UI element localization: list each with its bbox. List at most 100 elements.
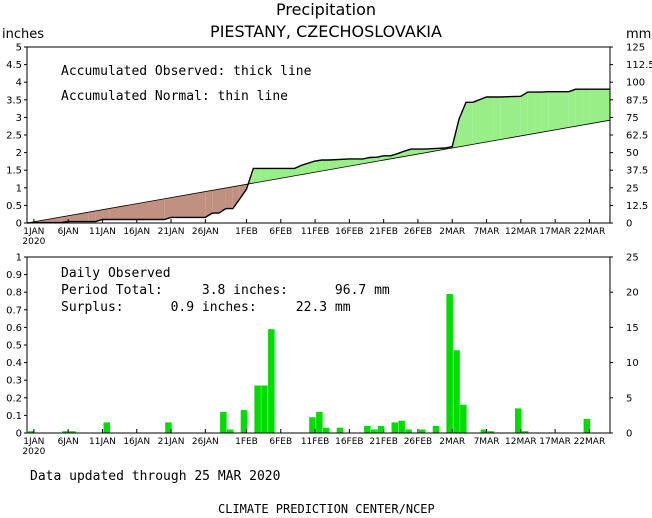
y2-tick-label: 10 (626, 358, 639, 369)
y-tick-label: 4.5 (6, 60, 22, 71)
x-tick-label: 12MAR (505, 437, 537, 447)
surplus-area (466, 102, 473, 146)
accumulated-fill-layer (27, 89, 610, 223)
surplus-area (541, 91, 549, 133)
y2-tick-label: 87.5 (626, 95, 648, 106)
daily-bar (69, 431, 76, 433)
y2-tick-label: 12.5 (626, 201, 648, 212)
y-tick-label: 0 (16, 219, 22, 230)
y-tick-label: 2.5 (6, 131, 22, 142)
y2-tick-label: 5 (626, 393, 632, 404)
deficit-area (198, 191, 206, 218)
x-tick-label: 6FEB (269, 227, 292, 237)
daily-bar (480, 429, 488, 433)
deficit-area (40, 219, 48, 223)
x-tick-label: 22MAR (574, 437, 606, 447)
x-tick-label: 12MAR (505, 227, 537, 237)
daily-bar (460, 404, 467, 433)
y-tick-label: 1 (16, 253, 22, 264)
deficit-area (75, 212, 89, 222)
surplus-area (493, 97, 501, 141)
chart-title: Precipitation (276, 0, 376, 19)
top-y2-axis: 0 12.5 25 37.5 50 62.5 75 87.5 100 112.5 125 (610, 43, 652, 230)
daily-bar (309, 417, 316, 433)
x-year-label: 2020 (22, 447, 45, 457)
x-tick-label: 11JAN (89, 227, 116, 237)
surplus-area (500, 96, 521, 140)
deficit-area (171, 192, 199, 218)
daily-bar (453, 350, 460, 433)
deficit-area (95, 209, 103, 222)
y2-tick-label: 75 (626, 113, 639, 124)
y-tick-label: 0.3 (6, 376, 22, 387)
y-tick-label: 0.1 (6, 411, 22, 422)
accumulated-normal-line (26, 119, 611, 224)
surplus-area (589, 89, 610, 124)
x-tick-label: 21FEB (369, 227, 398, 237)
y2-tick-label: 37.5 (626, 166, 648, 177)
accumulated-observed-line (26, 88, 610, 224)
y-tick-label: 3 (16, 113, 22, 124)
daily-bar (28, 431, 35, 433)
deficit-area (205, 190, 213, 218)
x-tick-label: 16JAN (123, 437, 150, 447)
x-tick-label: 11FEB (301, 227, 330, 237)
y2-tick-label: 15 (626, 323, 639, 334)
daily-bar (268, 329, 275, 433)
surplus-area (534, 92, 542, 134)
bottom-y2-axis: 0 5 10 15 20 25 (610, 253, 639, 440)
accumulated-lines-layer (26, 88, 611, 224)
daily-bar (583, 418, 591, 433)
station-name: PIESTANY, CZECHOSLOVAKIA (210, 22, 442, 41)
y-tick-label: 0.9 (6, 270, 22, 281)
surplus-area (356, 158, 364, 165)
credit-line: CLIMATE PREDICTION CENTER/NCEP (218, 502, 435, 516)
surplus-area (321, 160, 329, 171)
surplus-area (568, 89, 576, 128)
deficit-area (219, 187, 226, 214)
deficit-area (232, 185, 240, 209)
y2-tick-label: 100 (626, 78, 645, 89)
legend-observed: Accumulated Observed: thick line (61, 64, 312, 79)
surplus-label: Surplus: 0.9 inches: 22.3 mm (61, 300, 351, 315)
daily-observed-label: Daily Observed (61, 266, 171, 281)
daily-bar (254, 385, 261, 433)
daily-bar (323, 427, 330, 433)
x-tick-label: 7MAR (474, 437, 500, 447)
y2-tick-label: 20 (626, 288, 639, 299)
deficit-area (239, 184, 247, 200)
bottom-y-axis: 0 0.1 0.2 0.3 0.4 0.5 0.6 0.7 0.8 0.9 1 (6, 253, 27, 440)
y2-tick-label: 125 (626, 43, 645, 54)
daily-bar (261, 385, 268, 433)
daily-bar (487, 431, 495, 433)
daily-bar (391, 422, 398, 433)
surplus-area (459, 102, 466, 147)
surplus-area (527, 92, 535, 135)
accumulated-panel: 0 0.5 1 1.5 2 2.5 3 3.5 4 4.5 5 0 12.5 25 37.5 50 62.5 7… (6, 43, 652, 248)
deficit-area (212, 189, 219, 214)
x-tick-label: 26JAN (192, 437, 219, 447)
surplus-area (520, 92, 528, 136)
y-tick-label: 5 (16, 43, 22, 54)
y2-tick-label: 0 (626, 429, 632, 440)
x-tick-label: 21FEB (369, 437, 398, 447)
daily-panel: 0 0.1 0.2 0.3 0.4 0.5 0.6 0.7 0.8 0.9 1 0 5 10 15 20 25… (6, 253, 639, 458)
x-tick-label: 2MAR (439, 437, 465, 447)
deficit-area (88, 210, 96, 222)
bottom-x-axis: 1JAN 6JAN 11JAN 16JAN 21JAN 26JAN 1FEB 6FEB 11FE… (22, 429, 605, 457)
x-tick-label: 1JAN (23, 437, 44, 447)
deficit-area (47, 217, 62, 223)
x-tick-label: 21JAN (158, 227, 185, 237)
top-x-axis: 1JAN 6JAN 11JAN 16JAN 21JAN 26JAN 1FEB 6FEB 11FE… (22, 219, 605, 247)
daily-bar (419, 429, 426, 433)
x-tick-label: 6JAN (58, 227, 79, 237)
top-y-axis: 0 0.5 1 1.5 2 2.5 3 3.5 4 4.5 5 (6, 43, 27, 230)
y-tick-label: 0.5 (6, 341, 22, 352)
daily-bar (165, 422, 172, 433)
y-tick-label: 0.2 (6, 393, 22, 404)
x-tick-label: 17MAR (539, 227, 571, 237)
daily-bar (521, 431, 529, 433)
y2-tick-label: 25 (626, 183, 639, 194)
x-tick-label: 7MAR (474, 227, 500, 237)
legend-normal: Accumulated Normal: thin line (61, 89, 288, 104)
